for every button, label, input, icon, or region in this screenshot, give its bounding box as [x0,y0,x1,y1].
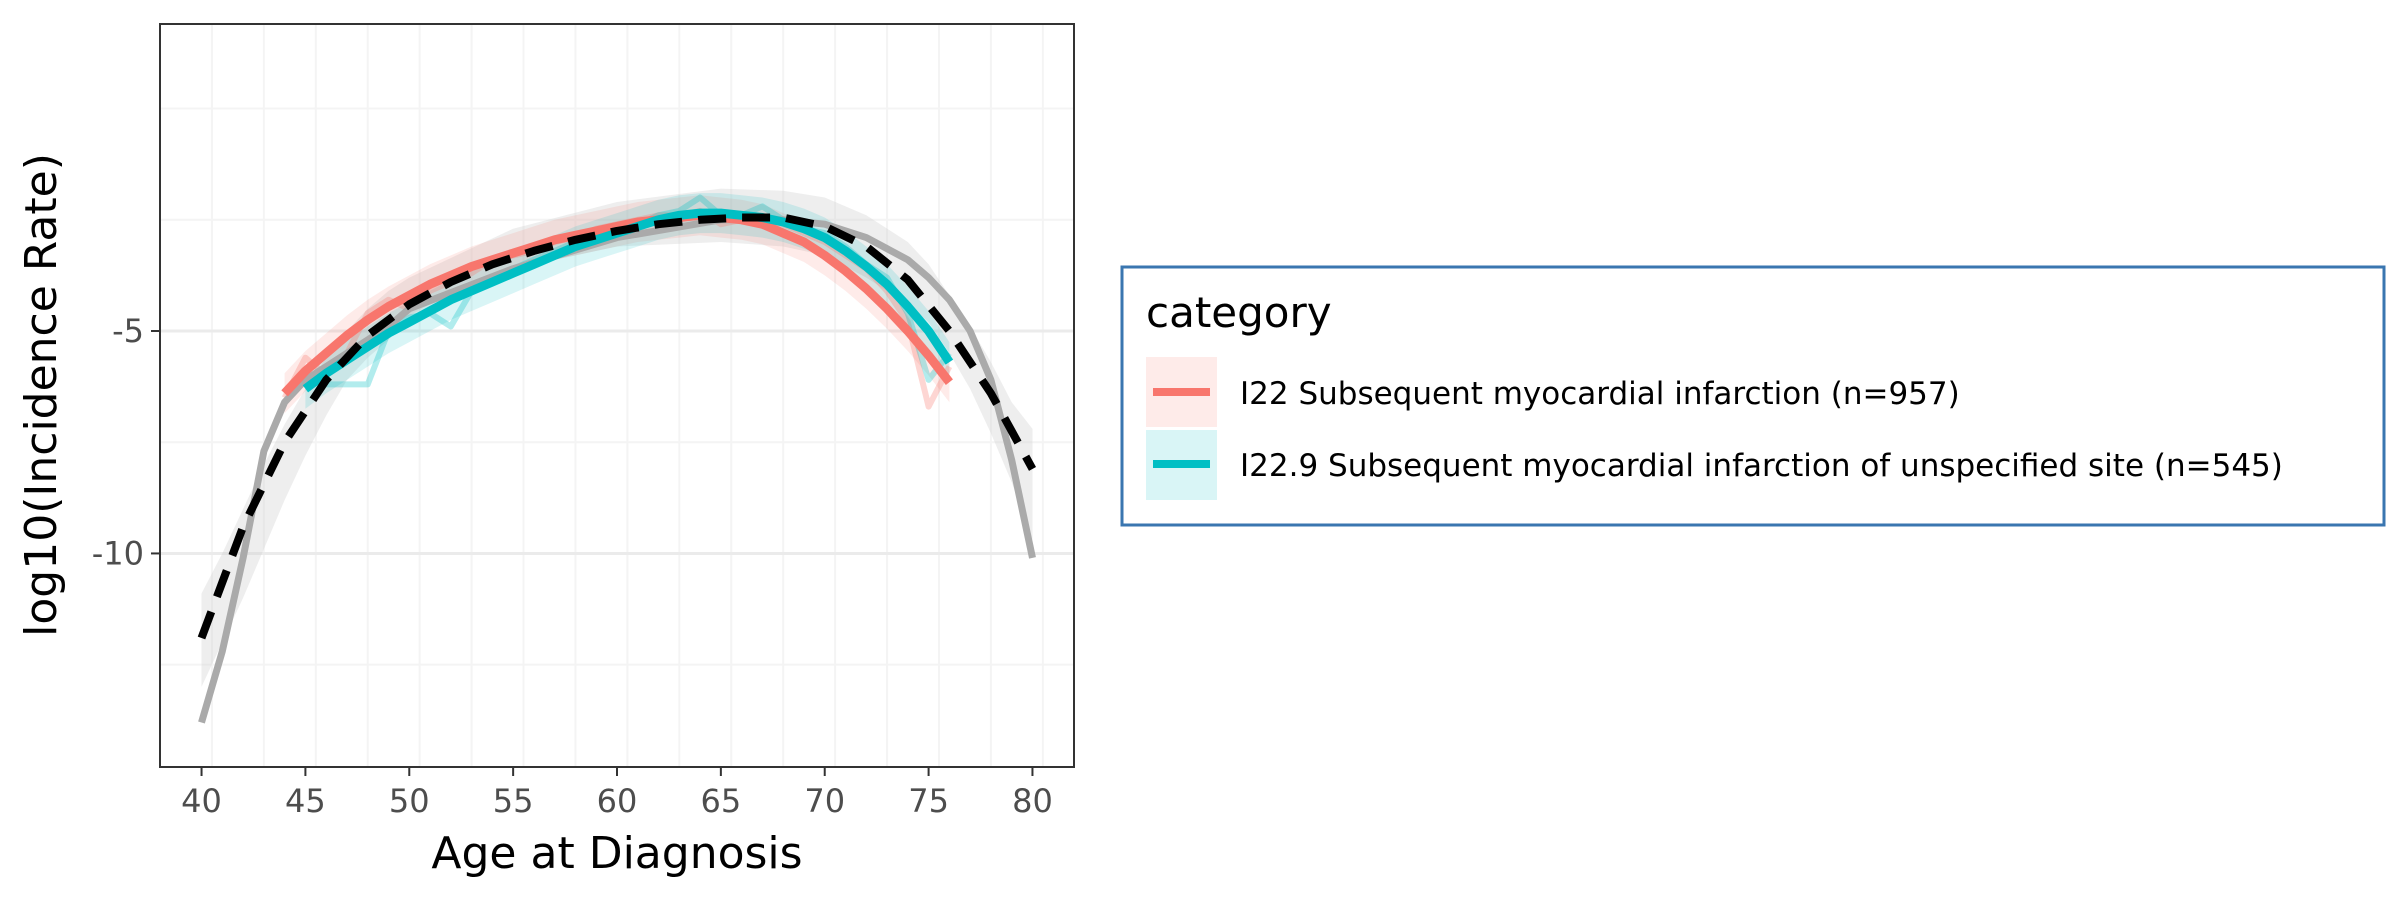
legend-label: I22.9 Subsequent myocardial infarction o… [1240,448,2283,484]
legend-title: category [1146,288,1332,337]
y-tick-label: -5 [112,312,144,350]
x-tick-label: 55 [493,782,534,820]
plot-layer [197,188,1037,724]
grid-minor [159,24,1074,767]
x-tick-label: 80 [1012,782,1053,820]
x-tick-label: 70 [804,782,845,820]
series-fit-line [281,210,953,397]
x-tick-label: 50 [389,782,430,820]
x-tick-label: 40 [181,782,222,820]
grid-major [160,329,1074,555]
y-axis-title: log10(Incidence Rate) [16,153,67,637]
y-axis: -5 -10 [92,312,160,572]
x-tick-label: 45 [285,782,326,820]
legend-label: I22 Subsequent myocardial infarction (n=… [1240,376,1960,412]
x-axis: 40 45 50 55 60 65 70 75 80 [181,767,1053,820]
y-tick-label: -10 [92,534,144,572]
x-tick-label: 65 [701,782,742,820]
overall-fit-dashed-line [197,213,1037,640]
legend-box [1120,265,2386,527]
legend: category I22 Subsequent myocardial infar… [1120,265,2386,527]
x-tick-label: 75 [908,782,949,820]
x-tick-label: 60 [597,782,638,820]
x-axis-title: Age at Diagnosis [431,828,802,879]
series-confidence-band [284,195,950,414]
